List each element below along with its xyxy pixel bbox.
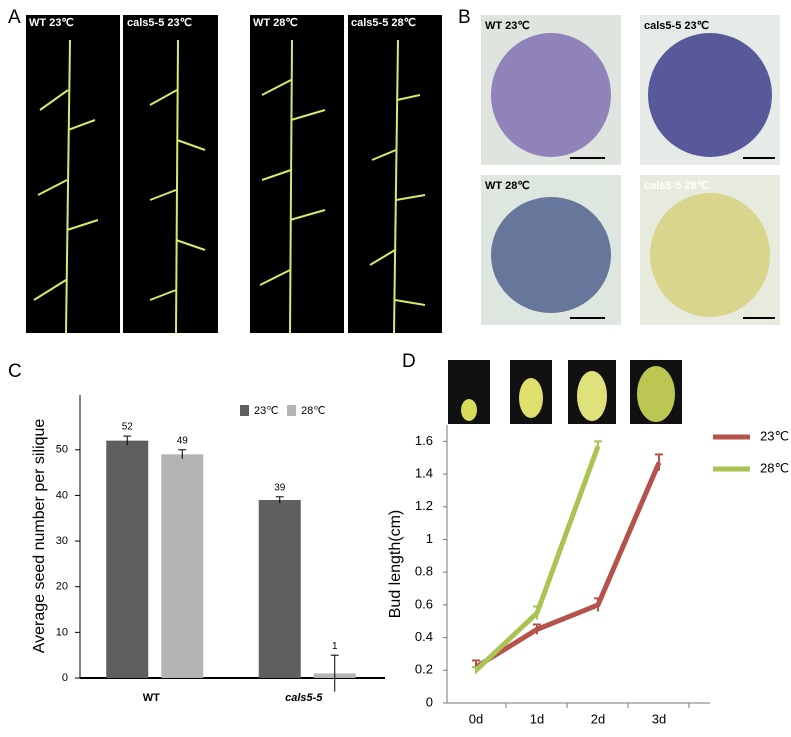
panel-label: A xyxy=(8,7,21,28)
y-tick-label: 40 xyxy=(56,489,68,501)
photo-label: cals5-5 28℃ xyxy=(644,180,709,192)
legend-label: 28℃ xyxy=(301,405,326,417)
panel-label: B xyxy=(458,7,471,28)
x-tick-label: 2d xyxy=(591,711,605,726)
line xyxy=(474,445,601,673)
line xyxy=(474,461,662,670)
anther xyxy=(648,33,772,157)
panel-label: C xyxy=(8,361,22,382)
anther xyxy=(491,33,611,157)
y-tick-label: 30 xyxy=(56,535,68,547)
anther xyxy=(491,197,611,313)
photo xyxy=(250,15,344,333)
y-tick-label: 1.2 xyxy=(415,498,433,513)
photo-label: cals5-5 28℃ xyxy=(351,17,416,29)
y-tick-label: 20 xyxy=(56,581,68,593)
x-tick-label: 3d xyxy=(652,711,666,726)
y-tick-label: 1 xyxy=(426,531,433,546)
y-tick-label: 0 xyxy=(426,694,433,709)
bud xyxy=(519,378,543,418)
x-tick-label: 0d xyxy=(469,711,483,726)
y-tick-label: 1.6 xyxy=(415,433,433,448)
value-label: 39 xyxy=(274,482,286,493)
y-tick-label: 0.2 xyxy=(415,662,433,677)
photo-label: cals5-5 23℃ xyxy=(644,20,709,32)
y-tick-label: 1.4 xyxy=(415,465,433,480)
photo-label: cals5-5 23℃ xyxy=(127,17,192,29)
bud xyxy=(577,371,607,421)
photo-label: WT 28℃ xyxy=(253,17,298,29)
bar xyxy=(161,454,204,678)
legend-swatch xyxy=(287,405,296,416)
value-label: 52 xyxy=(122,422,134,433)
anther xyxy=(650,193,770,317)
y-tick-label: 50 xyxy=(56,444,68,456)
photo-group-b xyxy=(481,15,780,325)
y-tick-label: 10 xyxy=(56,626,68,638)
photo-label: WT 23℃ xyxy=(29,17,74,29)
x-tick-label: 1d xyxy=(530,711,544,726)
y-axis-label: Average seed number per silique xyxy=(31,419,48,654)
legend-swatch xyxy=(240,405,249,416)
photo xyxy=(26,15,120,333)
photo-label: WT 28℃ xyxy=(485,180,530,192)
photo xyxy=(123,15,218,333)
bar xyxy=(106,440,149,678)
bud xyxy=(461,399,477,421)
legend-label: 28℃ xyxy=(760,460,789,475)
x-tick-label: cals5-5 xyxy=(285,692,323,704)
panel-label: D xyxy=(402,351,416,372)
scale-bars xyxy=(570,157,775,319)
bud xyxy=(637,366,675,422)
y-tick-label: 0.6 xyxy=(415,596,433,611)
legend-label: 23℃ xyxy=(760,428,789,443)
bud-thumbnails xyxy=(448,360,682,424)
bar xyxy=(258,499,301,678)
photo-group-a xyxy=(26,15,442,334)
x-tick-label: WT xyxy=(143,692,160,704)
y-tick-label: 0.4 xyxy=(415,629,433,644)
plant-stems xyxy=(33,39,426,334)
value-label: 1 xyxy=(332,641,338,652)
photo-label: WT 23℃ xyxy=(485,20,530,32)
y-tick-label: 0.8 xyxy=(415,564,433,579)
legend-label: 23℃ xyxy=(254,405,279,417)
y-tick-label: 0 xyxy=(62,672,68,684)
value-label: 49 xyxy=(177,435,189,446)
y-axis-label: Bud length(cm) xyxy=(387,510,404,619)
